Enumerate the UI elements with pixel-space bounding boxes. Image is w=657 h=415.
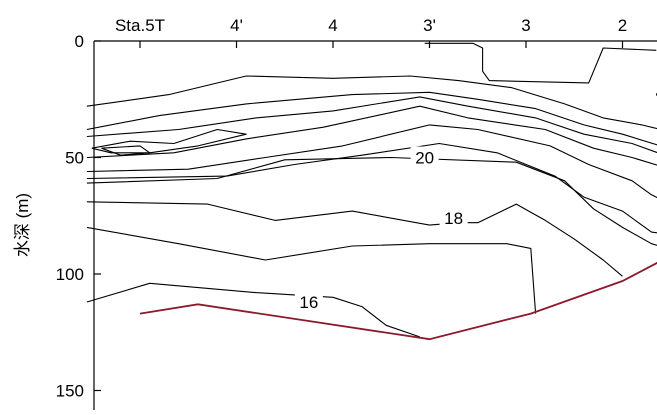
seafloor-profile [139, 261, 657, 341]
isotherm-line [91, 128, 247, 154]
station-label: Sta.5T [115, 16, 165, 35]
isotherm-line [424, 42, 657, 84]
isotherm-line [86, 124, 657, 199]
isotherm-line [86, 156, 657, 246]
isotherm-line [86, 226, 537, 314]
y-tick-label: 0 [75, 32, 84, 51]
contour-value-label: 18 [444, 209, 463, 228]
station-label: 4' [230, 16, 243, 35]
y-tick-label: 150 [56, 382, 84, 401]
contour-label-bg [410, 146, 439, 167]
axes [93, 40, 657, 410]
station-label: 3 [521, 16, 530, 35]
isotherm-line [86, 201, 623, 277]
station-ticks: Sta.5T4'43'321 [115, 16, 627, 48]
y-tick-label: 100 [56, 265, 84, 284]
contour-label-bg [294, 290, 323, 311]
seafloor-line [139, 261, 657, 341]
station-label: 4 [328, 16, 337, 35]
isotherm-line [86, 75, 657, 130]
station-label: 2 [618, 16, 627, 35]
isotherm-contours [86, 42, 657, 338]
isotherm-line [86, 142, 657, 234]
contour-value-label: 16 [299, 293, 318, 312]
contour-label-bg [439, 207, 468, 228]
contour-value-label: 20 [415, 149, 434, 168]
isotherm-line [86, 96, 657, 154]
station-label: 3' [423, 16, 436, 35]
y-ticks: 0 50 100 150 [56, 32, 101, 401]
isotherm-line [101, 145, 151, 156]
isotherm-line [86, 105, 657, 166]
y-axis-label: 水深 (m) [13, 193, 32, 257]
contour-labels: 27262422201816 [294, 146, 468, 312]
isotherm-line [86, 91, 657, 146]
isotherm-line [86, 282, 420, 338]
y-tick-label: 50 [65, 149, 84, 168]
